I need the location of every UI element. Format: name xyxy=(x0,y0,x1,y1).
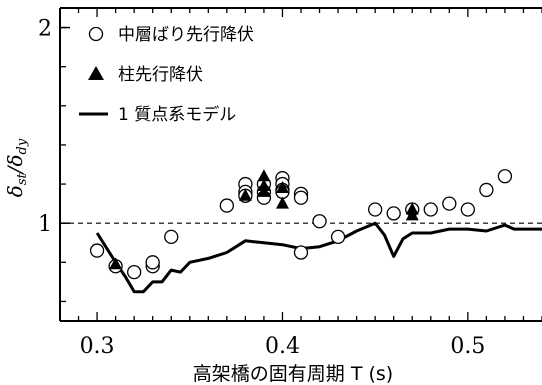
x-tick-label: 0.4 xyxy=(265,334,300,359)
legend-label-column-yield: 柱先行降伏 xyxy=(118,65,203,85)
beam-yield-point xyxy=(89,243,105,258)
column-yield-point xyxy=(275,196,289,209)
beam-yield-point xyxy=(497,169,513,184)
legend-label-beam-yield: 中層ばり先行降伏 xyxy=(118,25,254,45)
beam-yield-point xyxy=(442,196,457,211)
beam-yield-point xyxy=(293,245,309,260)
legend-marker-circle xyxy=(88,26,104,42)
legend-label-sdof-model: 1 質点系モデル xyxy=(118,104,236,125)
beam-yield-point xyxy=(293,190,309,205)
beam-yield-point xyxy=(312,214,327,229)
column-yield-point xyxy=(405,208,419,221)
beam-yield-point xyxy=(219,198,234,213)
beam-yield-point xyxy=(368,202,383,217)
beam-yield-point xyxy=(386,206,401,221)
sdof-model-line xyxy=(95,221,542,294)
y-tick-label: 2 xyxy=(38,17,52,42)
model-line-layer xyxy=(95,221,542,294)
y-axis-label: δst/δdy xyxy=(3,138,30,197)
column-yield-point xyxy=(238,188,252,201)
beam-yield-point xyxy=(145,255,160,270)
tick-layer: 1 2 0.3 0.4 0.5 xyxy=(38,8,542,359)
beam-yield-point xyxy=(423,202,438,217)
y-tick-label: 1 xyxy=(38,212,52,237)
column-yield-point xyxy=(109,257,123,270)
beam-yield-point xyxy=(330,229,346,245)
column-yield-point xyxy=(275,180,289,193)
legend-marker-triangle xyxy=(88,66,104,80)
marker-layer xyxy=(89,169,513,280)
column-yield-point xyxy=(257,169,271,182)
beam-yield-point xyxy=(460,202,475,217)
beam-yield-point xyxy=(127,264,142,280)
beam-yield-point xyxy=(164,229,179,245)
x-tick-label: 0.5 xyxy=(450,334,485,359)
x-tick-label: 0.3 xyxy=(80,334,115,359)
column-yield-point xyxy=(257,184,271,197)
legend: 中層ばり先行降伏 柱先行降伏 1 質点系モデル xyxy=(79,25,254,125)
x-axis-label: 高架橋の固有周期 T (s) xyxy=(193,363,393,385)
beam-yield-point xyxy=(479,182,494,198)
